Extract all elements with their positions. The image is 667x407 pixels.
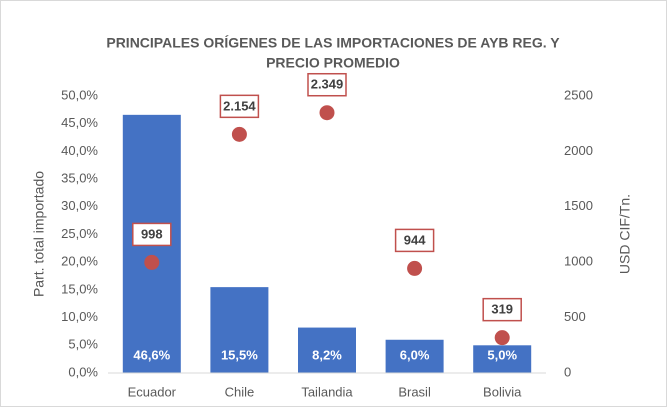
point-value-label: 2.349 <box>311 77 344 92</box>
x-tick-label: Tailandia <box>301 384 353 399</box>
y-tick-label: 5,0% <box>68 337 98 352</box>
y2-tick-label: 1500 <box>564 198 593 213</box>
x-tick-label: Brasil <box>398 384 431 399</box>
point-label-box <box>307 72 347 97</box>
y2-tick-label: 2500 <box>564 87 593 102</box>
point <box>231 126 247 142</box>
y-axis-label: Part. total importado <box>31 171 47 297</box>
y2-tick-label: 2000 <box>564 143 593 158</box>
chart-title: PRECIO PROMEDIO <box>266 55 400 71</box>
x-tick-label: Chile <box>225 384 255 399</box>
bar-value-label: 5,0% <box>487 347 517 362</box>
y-tick-label: 40,0% <box>61 143 98 158</box>
bar <box>210 287 269 373</box>
y-tick-label: 0,0% <box>68 364 98 379</box>
point-value-label: 944 <box>404 232 426 247</box>
point-label-box <box>482 297 522 322</box>
bar <box>385 339 444 373</box>
point-label-box <box>394 228 435 253</box>
y-tick-label: 25,0% <box>61 226 98 241</box>
bar <box>298 327 356 373</box>
point <box>144 254 160 270</box>
y2-tick-label: 0 <box>564 364 571 379</box>
x-tick-label: Bolivia <box>483 384 522 399</box>
x-tick-label: Ecuador <box>128 384 177 399</box>
point-label-box <box>219 94 260 119</box>
y2-tick-label: 500 <box>564 309 586 324</box>
point-value-label: 998 <box>141 226 163 241</box>
y-tick-label: 20,0% <box>61 254 98 269</box>
chart-title: PRINCIPALES ORÍGENES DE LAS IMPORTACIONE… <box>106 35 560 51</box>
y2-axis-label: USD CIF/Tn. <box>617 194 633 274</box>
bar-value-label: 6,0% <box>400 347 430 362</box>
point <box>494 330 510 346</box>
point <box>319 105 335 121</box>
bar <box>473 345 532 373</box>
point-value-label: 319 <box>491 302 513 317</box>
point <box>407 260 423 276</box>
y2-tick-label: 1000 <box>564 254 593 269</box>
y-tick-label: 35,0% <box>61 171 98 186</box>
bar-value-label: 46,6% <box>133 347 170 362</box>
y-tick-label: 15,0% <box>61 281 98 296</box>
bar-value-label: 15,5% <box>221 347 258 362</box>
y-tick-label: 30,0% <box>61 198 98 213</box>
y-tick-label: 10,0% <box>61 309 98 324</box>
bar-value-label: 8,2% <box>312 347 342 362</box>
point-label-box <box>132 222 172 247</box>
point-value-label: 2.154 <box>223 98 256 113</box>
y-tick-label: 45,0% <box>61 115 98 130</box>
y-tick-label: 50,0% <box>61 87 98 102</box>
